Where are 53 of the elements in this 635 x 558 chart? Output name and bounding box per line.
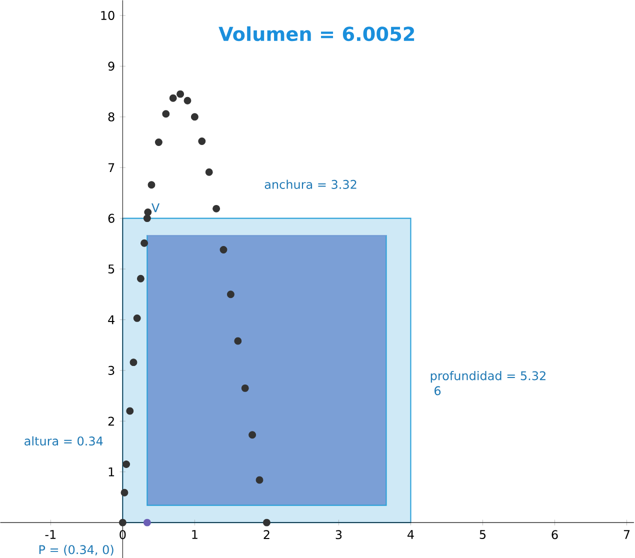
annotation: 6 (434, 386, 441, 396)
annotation: profundidad = 5.32 (430, 370, 546, 382)
x-tick-label: 1 (192, 530, 198, 539)
point (136, 274, 144, 282)
point (133, 314, 141, 322)
point (169, 94, 177, 102)
point (176, 90, 184, 98)
point (248, 430, 256, 438)
y-tick-label: 4 (108, 315, 114, 324)
point (241, 384, 249, 392)
x-tick-label: -1 (45, 530, 56, 539)
annotation: P = (0.34, 0) (39, 544, 114, 556)
y-tick-label: 5 (108, 264, 114, 274)
point (143, 518, 151, 526)
point (190, 113, 198, 120)
point (256, 476, 264, 484)
point (212, 204, 220, 212)
x-tick-label: 3 (336, 530, 342, 540)
x-tick-label: 7 (624, 530, 630, 539)
x-tick-label: 2 (264, 530, 270, 539)
point (122, 460, 130, 468)
point (126, 407, 134, 415)
x-tick-label: 4 (408, 530, 414, 539)
point (154, 138, 162, 146)
x-tick-label: 5 (480, 530, 486, 539)
point (220, 246, 228, 254)
y-tick-label: 10 (101, 10, 114, 20)
y-tick-label: 9 (108, 61, 114, 71)
point (118, 518, 126, 526)
point (262, 518, 270, 526)
point (140, 239, 148, 247)
y-tick-label: 6 (108, 214, 114, 223)
point (184, 96, 192, 104)
point (205, 168, 213, 176)
point (148, 180, 156, 188)
annotation: altura = 0.34 (24, 436, 103, 446)
point (143, 214, 151, 222)
y-tick-label: 1 (108, 467, 114, 476)
annotation: V (152, 203, 160, 212)
point (162, 110, 170, 118)
point (144, 208, 152, 216)
y-tick-label: 3 (108, 366, 114, 375)
point (130, 358, 138, 366)
point (120, 488, 128, 496)
point (226, 290, 234, 298)
y-tick-label: 2 (108, 416, 114, 426)
annotation: anchura = 3.32 (264, 180, 356, 189)
x-tick-label: 6 (552, 530, 558, 540)
text: Volumen = 6.0052 (218, 26, 414, 41)
y-tick-label: 7 (108, 163, 114, 172)
y-tick-label: 8 (108, 112, 114, 122)
point (198, 137, 206, 145)
point (234, 337, 242, 345)
